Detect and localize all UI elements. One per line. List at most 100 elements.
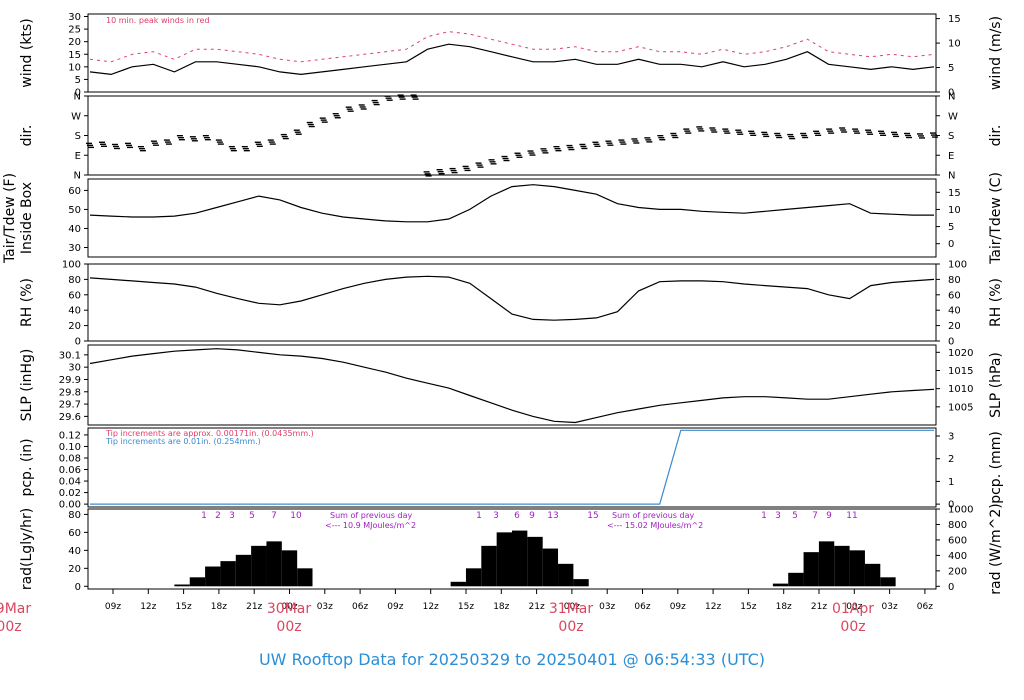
rad-ylabel: rad(Lgly/hr)	[19, 508, 35, 590]
temp-ytick-label: 40	[68, 224, 81, 235]
rad-right-tick-label: 600	[948, 535, 967, 546]
time-tick-label: 00z	[281, 602, 297, 612]
rad-bar	[174, 584, 190, 587]
rh-ytick-label: 20	[68, 321, 81, 332]
time-tick-label: 18z	[776, 602, 792, 612]
pcp-series-0	[90, 429, 934, 505]
dir-right-tick-label: N	[948, 92, 955, 103]
rad-hour-label: 1	[476, 511, 482, 521]
pcp-ylabel-right: pcp. (mm)	[988, 431, 1004, 504]
day-label-date: 31Mar	[549, 601, 593, 617]
day-label-time: 00z	[0, 619, 22, 635]
time-tick-label: 06z	[352, 602, 368, 612]
dir-ytick-label: W	[71, 111, 81, 122]
dir-ytick-label: N	[74, 171, 81, 182]
time-tick-label: 21z	[246, 602, 262, 612]
time-tick-label: 06z	[634, 602, 650, 612]
slp-ylabel: SLP (inHg)	[19, 349, 35, 422]
time-tick-label: 21z	[811, 602, 827, 612]
time-tick-label: 03z	[599, 602, 615, 612]
rad-bar	[235, 554, 252, 587]
temp-right-tick-label: 15	[948, 188, 961, 199]
wind-right-tick-label: 15	[948, 14, 961, 25]
temp-ylabel-right: Tair/Tdew (C)	[988, 172, 1004, 265]
dir-ylabel-right: dir.	[988, 125, 1004, 147]
slp-right-tick-label: 1010	[948, 384, 973, 395]
rad-bar	[573, 579, 589, 587]
slp-ytick-label: 29.6	[59, 412, 81, 423]
rad-hour-label: 1	[761, 511, 767, 521]
temp-series-0	[89, 184, 934, 223]
rad-bar	[465, 568, 482, 587]
slp-ytick-label: 29.9	[59, 375, 81, 386]
temp-ylabel: Tair/Tdew (F)	[2, 173, 18, 264]
day-label-date: 29Mar	[0, 601, 31, 617]
rad-sum-title: Sum of previous day	[330, 511, 412, 520]
temp-ytick-label: 60	[68, 186, 81, 197]
pcp-right-tick-label: 2	[948, 454, 954, 465]
slp-right-tick-label: 1005	[948, 402, 973, 413]
pcp-ytick-label: 0.06	[59, 465, 81, 476]
slp-ytick-label: 30	[68, 363, 81, 374]
rad-sum-title: Sum of previous day	[612, 511, 694, 520]
rad-bar	[818, 541, 835, 587]
wind-ylabel-right: wind (m/s)	[988, 16, 1004, 90]
dir-panel-frame	[87, 95, 937, 176]
time-tick-label: 18z	[493, 602, 509, 612]
slp-ytick-label: 30.1	[59, 350, 81, 361]
rad-hour-label: 13	[547, 511, 558, 521]
rad-hour-label: 5	[792, 511, 798, 521]
time-tick-label: 18z	[211, 602, 227, 612]
temp-right-tick-label: 10	[948, 205, 961, 216]
rad-hour-label: 9	[529, 511, 535, 521]
wind-right-tick-label: 10	[948, 39, 961, 50]
rad-bar	[834, 545, 850, 587]
time-tick-label: 00z	[564, 602, 580, 612]
time-tick-label: 12z	[705, 602, 721, 612]
rad-bar	[251, 545, 267, 587]
rad-bar	[558, 563, 574, 587]
rad-bar	[481, 545, 497, 587]
rh-ytick-label: 100	[62, 260, 81, 271]
rad-bar	[205, 566, 221, 587]
rad-bar	[450, 581, 466, 587]
rad-hour-label: 6	[514, 511, 520, 521]
rad-bar	[297, 568, 313, 587]
rad-bar	[189, 577, 206, 587]
rad-sum-value: <--- 15.02 MJoules/m^2	[607, 521, 703, 530]
rh-ytick-label: 0	[75, 337, 81, 348]
rh-ytick-label: 60	[68, 290, 81, 301]
time-tick-label: 03z	[882, 602, 898, 612]
day-label-time: 00z	[558, 619, 583, 635]
day-label-time: 00z	[276, 619, 301, 635]
dir-right-tick-label: S	[948, 131, 954, 142]
dir-ytick-label: S	[75, 131, 81, 142]
rad-sum-value: <--- 10.9 MJoules/m^2	[325, 521, 416, 530]
pcp-right-tick-label: 1	[948, 477, 954, 488]
rad-bar	[527, 536, 543, 587]
time-tick-label: 06z	[917, 602, 933, 612]
rad-bar	[772, 583, 789, 587]
rh-ytick-label: 80	[68, 275, 81, 286]
rh-ylabel-right: RH (%)	[988, 278, 1004, 327]
day-label-time: 00z	[840, 619, 865, 635]
rad-hour-label: 2	[215, 511, 221, 521]
wind-series-1	[89, 31, 935, 63]
rad-hour-label: 11	[846, 511, 857, 521]
day-label-date: 01Apr	[832, 601, 874, 617]
dir-right-tick-label: N	[948, 171, 955, 182]
slp-ytick-label: 29.8	[59, 387, 81, 398]
rad-bar	[849, 550, 865, 587]
pcp-ylabel: pcp. (in)	[19, 438, 35, 496]
temp-panel-frame	[87, 178, 937, 258]
rh-right-tick-label: 20	[948, 321, 961, 332]
rad-panel-frame	[87, 508, 937, 590]
time-tick-label: 15z	[740, 602, 756, 612]
wind-right-tick-label: 5	[948, 63, 954, 74]
rad-ytick-label: 20	[68, 564, 81, 575]
dir-right-tick-label: W	[948, 111, 958, 122]
temp-ytick-label: 30	[68, 243, 81, 254]
rad-hour-label: 3	[775, 511, 781, 521]
wind-ytick-label: 5	[75, 75, 81, 86]
